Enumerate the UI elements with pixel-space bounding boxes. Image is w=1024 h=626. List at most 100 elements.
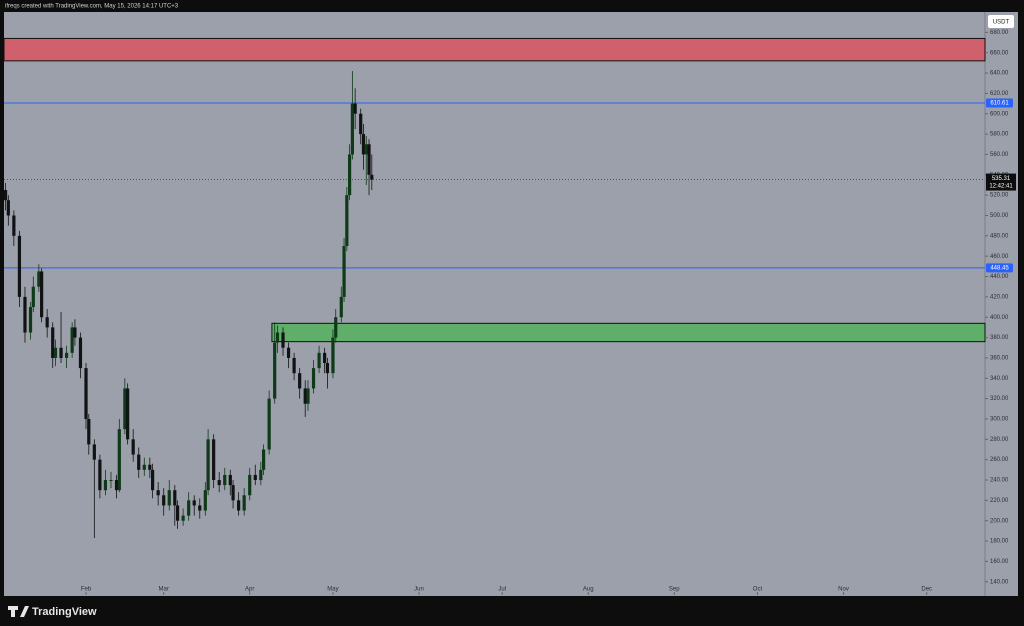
y-tick-label: 460.00 [990,254,1009,260]
candle-body [78,337,83,369]
last-price-box [986,173,1016,191]
candle-body [231,485,235,501]
candle-body [70,327,74,353]
chart-panel [4,12,1018,596]
candle-body [334,317,338,338]
y-tick-label: 600.00 [990,111,1009,117]
candle-body [237,500,241,511]
y-tick-label: 140.00 [990,579,1009,585]
candle-body [53,347,58,358]
candle-body [123,388,127,430]
x-tick-label: Mar [159,587,169,593]
level-label-box [986,263,1013,273]
y-tick-label: 240.00 [990,478,1009,484]
candle-body [361,134,366,155]
y-tick-label: 680.00 [990,30,1009,36]
candle-body [367,144,371,175]
candle-body [339,296,343,318]
candle-body [59,347,63,358]
level-label: 448.45 [990,266,1009,272]
y-tick-label: 440.00 [990,274,1009,280]
candle-body [87,418,91,445]
candle-body [242,495,246,511]
candle-body [253,474,257,481]
candle-body [51,327,55,358]
candle-body [292,357,296,374]
zone [3,37,986,62]
y-tick-label: 520.00 [990,193,1009,199]
candle-body [31,286,35,308]
candle-body [131,439,135,455]
y-tick-label: 300.00 [990,417,1009,423]
candle-body [156,490,160,496]
x-tick-label: Jun [414,587,424,593]
y-tick-label: 360.00 [990,356,1009,362]
y-tick-label: 380.00 [990,335,1009,341]
y-tick-label: 480.00 [990,233,1009,239]
candle-body [325,363,330,374]
y-tick-label: 180.00 [990,539,1009,545]
y-tick-label: 420.00 [990,294,1009,300]
candle-body [181,515,185,521]
candle-body [273,342,277,399]
candle-body [228,474,232,486]
x-tick-label: Jul [498,587,506,593]
candle-body [303,388,307,404]
candle-body [98,459,102,491]
x-tick-label: May [327,587,338,593]
footer-brand: TradingView [32,606,97,618]
candle-body [359,113,363,135]
x-tick-label: Dec [921,587,932,593]
last-price-label: 535.31 [992,176,1011,182]
candle-body [198,505,202,511]
candle-body [45,317,49,328]
candle-body [342,246,346,297]
x-tick-label: Apr [245,587,254,593]
candle-body [187,500,191,516]
y-tick-label: 200.00 [990,518,1009,524]
candle-body [281,332,285,348]
candle-body [306,388,310,404]
candle-body [267,398,271,450]
candle-body [192,500,196,506]
x-tick-label: Sep [669,587,680,593]
candle-body [3,190,8,201]
candle-body [126,388,130,440]
y-tick-label: 320.00 [990,396,1009,402]
candle-body [117,429,121,491]
candle-body [109,480,113,482]
y-tick-label: 160.00 [990,559,1009,565]
candle-body [223,474,227,486]
x-tick-label: Nov [838,587,849,593]
candle-body [6,200,10,216]
y-tick-label: 260.00 [990,457,1009,463]
x-tick-label: Feb [81,587,92,593]
candle-body [353,103,357,114]
y-tick-label: 400.00 [990,315,1009,321]
candle-body [151,469,155,491]
candle-body [217,480,221,486]
currency-box[interactable] [988,15,1014,28]
candle-body [345,195,349,247]
candle-body [206,439,210,491]
candle-body [248,474,252,496]
currency: USDT [993,20,1010,26]
candle-body [261,449,266,470]
candle-body [364,144,368,155]
y-tick-label: 620.00 [990,91,1009,97]
level-label: 610.61 [990,101,1009,107]
candle-body [317,352,321,369]
candle-body [370,174,374,180]
candle-body [114,480,119,491]
x-tick-label: Aug [583,587,594,593]
candle-body [331,337,335,374]
countdown: 12:42:41 [989,184,1013,190]
candle-body [167,490,171,506]
header-text: ifreqs created with TradingView.com, May… [5,4,179,10]
candle-body [84,368,88,419]
y-tick-label: 660.00 [990,50,1009,56]
candle-body [175,505,180,521]
candle-body [162,495,166,506]
candle-body [311,368,316,389]
